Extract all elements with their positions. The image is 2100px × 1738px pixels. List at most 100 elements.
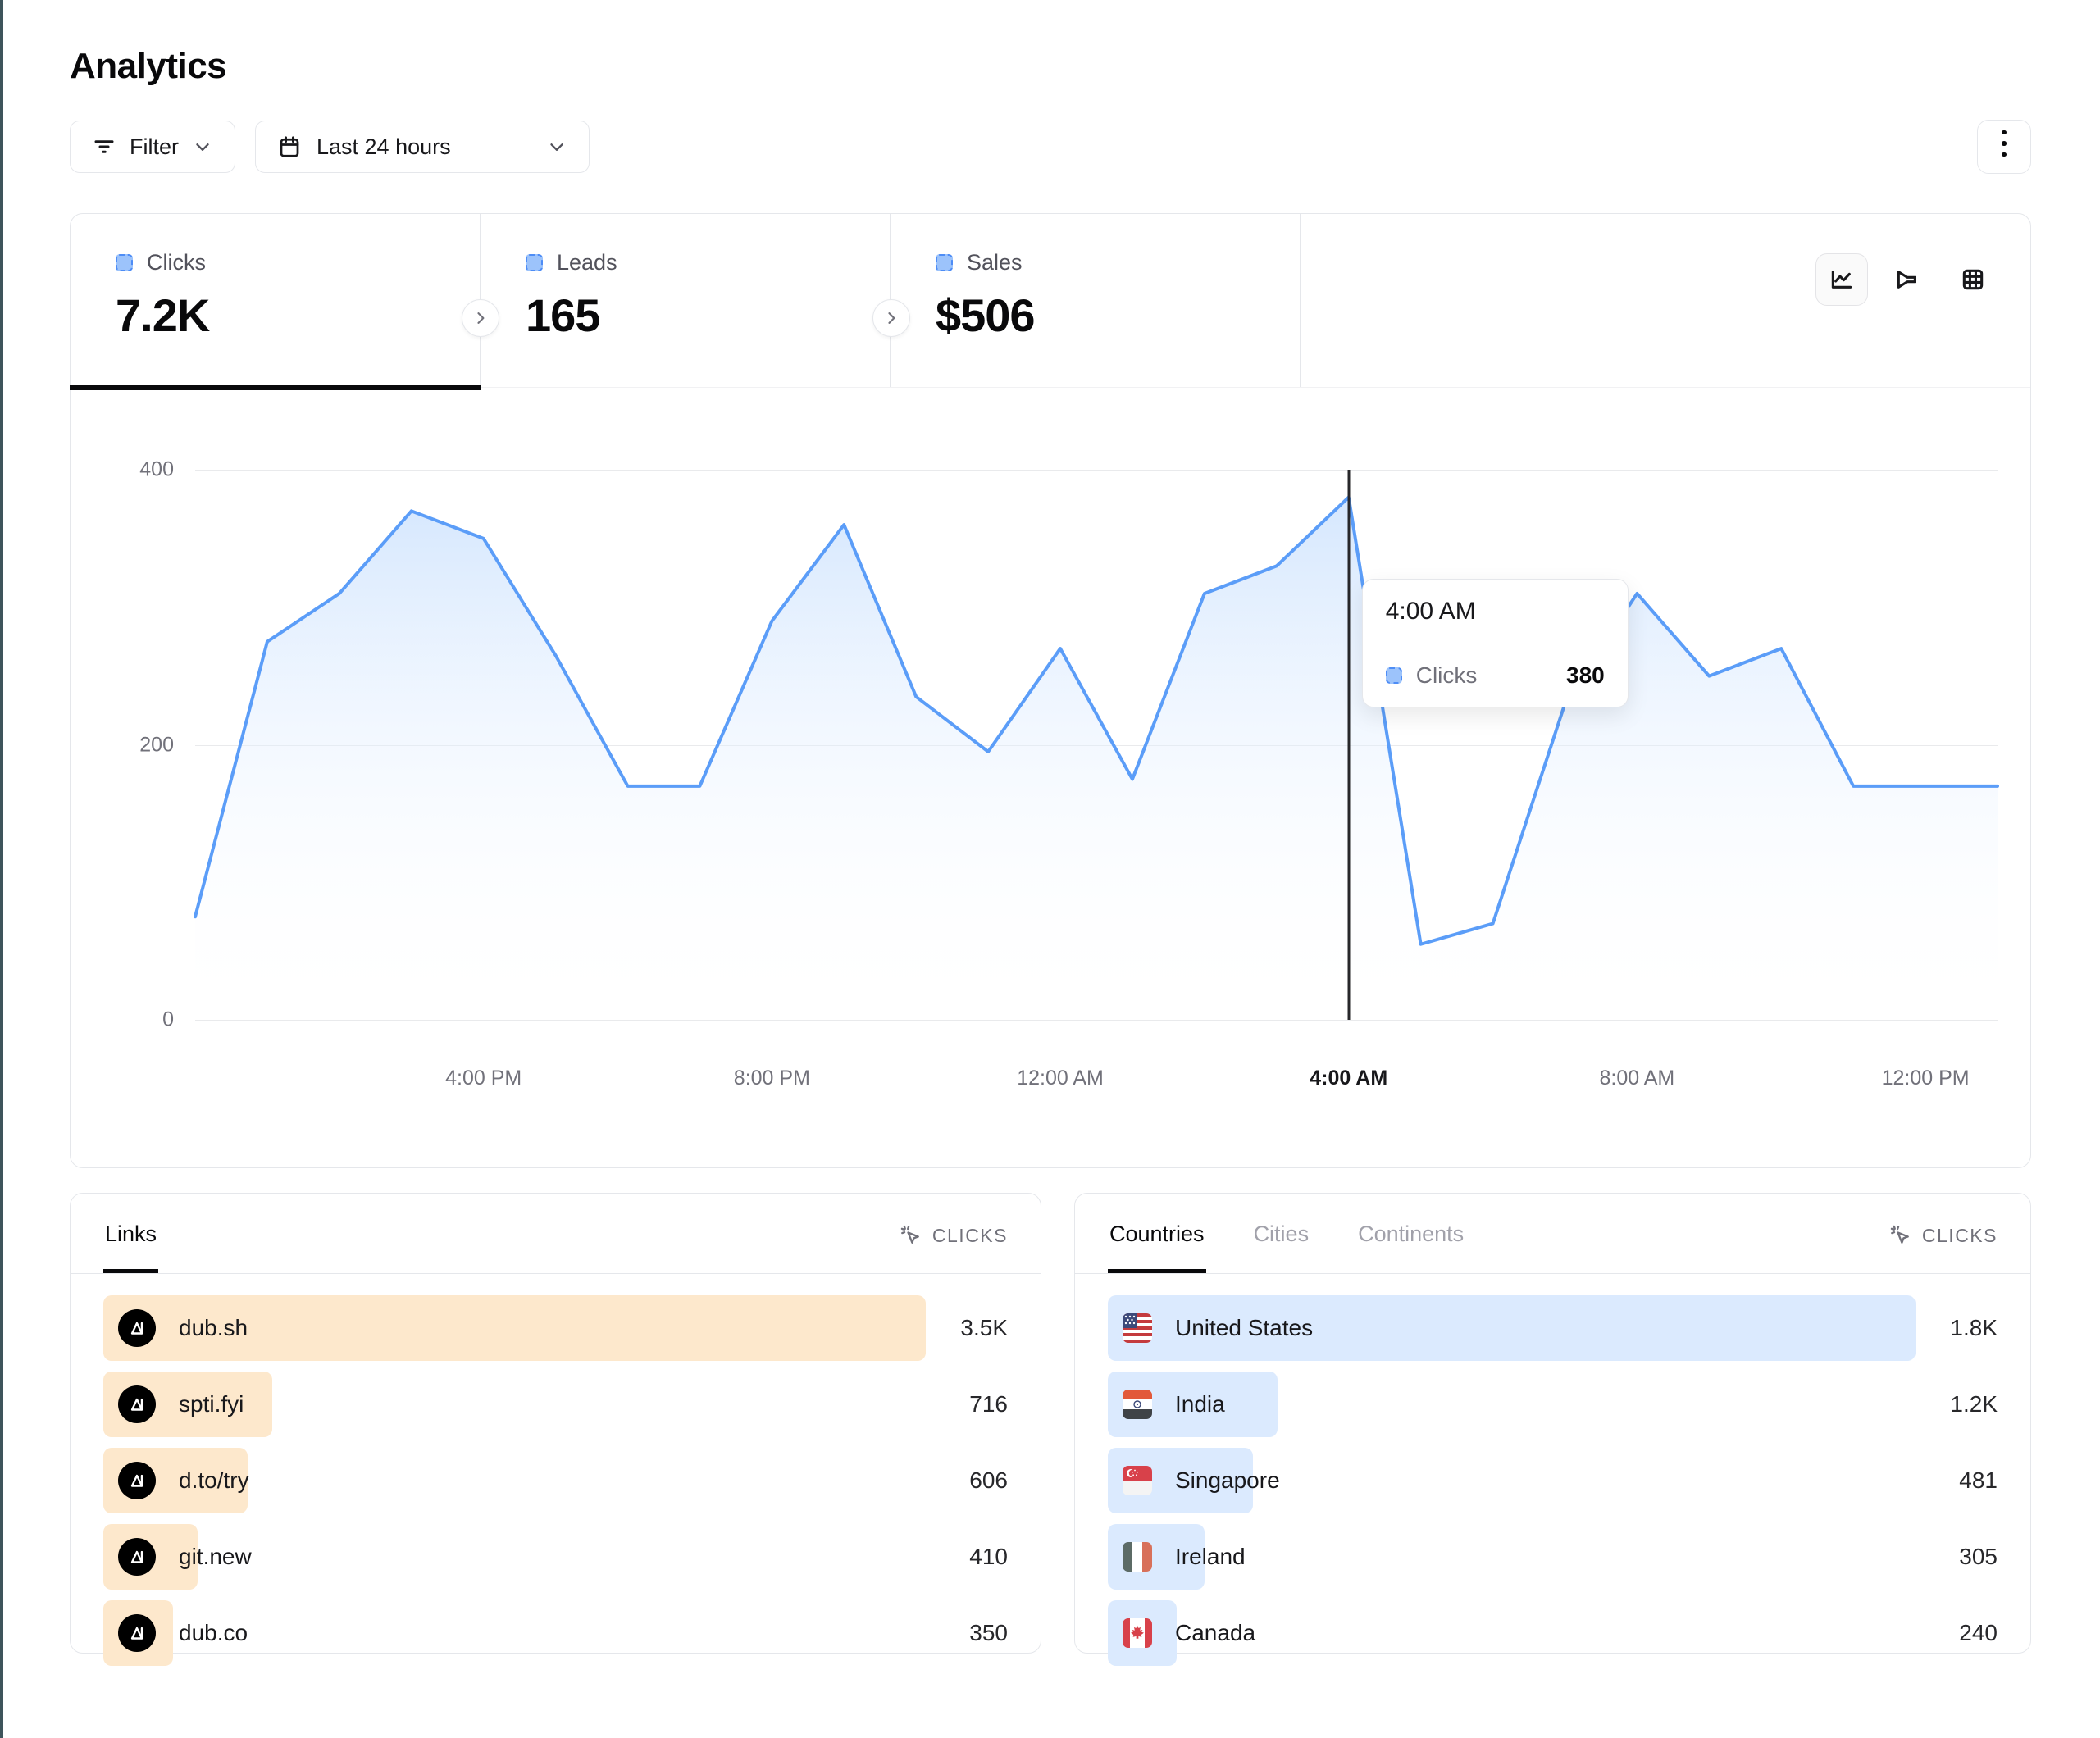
links-panel: Links CLICKS dub.sh 3.5K spti.fyi 716 d.to/t… [70, 1193, 1041, 1666]
filter-button[interactable]: Filter [70, 121, 235, 173]
x-tick-label: 8:00 AM [1599, 1067, 1675, 1090]
chart-plot [195, 470, 1998, 1020]
row-label: Ireland [1175, 1544, 1246, 1569]
toolbar: Filter Last 24 hours [70, 120, 2031, 174]
dub-logo-icon [118, 1385, 156, 1423]
link-row[interactable]: git.new 410 [103, 1524, 1008, 1590]
value-bar [1108, 1295, 1916, 1361]
leads-legend-swatch [526, 254, 543, 271]
table-view-button[interactable] [1947, 253, 1999, 306]
chevron-down-icon [192, 136, 213, 157]
y-tick-label: 0 [162, 1008, 174, 1031]
link-row[interactable]: spti.fyi 716 [103, 1372, 1008, 1437]
countries-list: United States 1.8K India 1.2K Singapore 481 Ir… [1075, 1274, 2030, 1666]
country-row[interactable]: Ireland 305 [1108, 1524, 1998, 1590]
country-row[interactable]: United States 1.8K [1108, 1295, 1998, 1361]
stat-label: Leads [557, 250, 617, 275]
links-list: dub.sh 3.5K spti.fyi 716 d.to/try 606 git.new 4… [71, 1274, 1041, 1666]
stat-value: $506 [936, 289, 1036, 341]
x-tick-label: 12:00 AM [1017, 1067, 1104, 1090]
hover-crosshair [1347, 470, 1351, 1020]
chevron-down-icon [546, 136, 567, 157]
tab-cities[interactable]: Cities [1253, 1222, 1310, 1246]
row-value: 3.5K [960, 1315, 1008, 1340]
row-value: 240 [1959, 1620, 1998, 1645]
y-tick-label: 400 [139, 457, 174, 481]
row-label: d.to/try [179, 1467, 249, 1493]
tab-leads[interactable]: Leads 165 [481, 214, 891, 387]
chevron-right-icon [883, 310, 900, 326]
stat-value: 7.2K [116, 289, 210, 341]
value-bar [103, 1295, 926, 1361]
table-grid-icon [1960, 266, 1986, 293]
stat-label: Sales [967, 250, 1023, 275]
stat-label: Clicks [147, 250, 206, 275]
x-tick-label: 4:00 AM [1310, 1067, 1388, 1090]
link-row[interactable]: dub.sh 3.5K [103, 1295, 1008, 1361]
link-row[interactable]: d.to/try 606 [103, 1448, 1008, 1513]
x-tick-label: 4:00 PM [445, 1067, 522, 1090]
y-tick-label: 200 [139, 733, 174, 756]
row-value: 1.8K [1950, 1315, 1998, 1340]
stats-tabs: Clicks 7.2K Leads 165 Sales $506 [70, 214, 2030, 390]
tab-countries[interactable]: Countries [1108, 1197, 1206, 1273]
dub-logo-icon [118, 1614, 156, 1652]
analytics-chart-card: Clicks 7.2K Leads 165 Sales $506 [70, 213, 2031, 1168]
tooltip-time: 4:00 AM [1362, 580, 1628, 644]
row-value: 606 [969, 1467, 1008, 1493]
row-label: spti.fyi [179, 1391, 244, 1417]
date-range-label: Last 24 hours [317, 134, 451, 159]
countries-metric-selector[interactable]: CLICKS [1889, 1224, 1998, 1273]
row-value: 350 [969, 1620, 1008, 1645]
countries-tabs: Countries Cities Continents [1108, 1197, 1465, 1273]
links-metric-label: CLICKS [932, 1224, 1008, 1246]
countries-panel: Countries Cities Continents CLICKS United … [1074, 1193, 2031, 1666]
links-metric-selector[interactable]: CLICKS [900, 1224, 1008, 1273]
line-chart-view-button[interactable] [1815, 253, 1868, 306]
ireland-flag-icon [1123, 1542, 1152, 1572]
row-value: 410 [969, 1544, 1008, 1569]
more-options-button[interactable] [1977, 120, 2031, 174]
breakdown-panels: Links CLICKS dub.sh 3.5K spti.fyi 716 d.to/t… [70, 1193, 2031, 1666]
tooltip-legend-swatch [1385, 667, 1402, 684]
tab-continents[interactable]: Continents [1358, 1222, 1465, 1246]
singapore-flag-icon [1123, 1466, 1152, 1495]
row-label: dub.co [179, 1620, 248, 1645]
next-stat-button[interactable] [462, 299, 499, 337]
clicks-timeseries-chart[interactable]: 0 200 400 4:00 AM Clicks 380 [139, 458, 1998, 1031]
row-value: 481 [1959, 1467, 1998, 1493]
next-stat-button[interactable] [872, 299, 910, 337]
line-chart-icon [1829, 266, 1855, 293]
country-row[interactable]: Canada 240 [1108, 1600, 1998, 1666]
tooltip-value: 380 [1566, 662, 1605, 688]
left-edge-strip [0, 0, 3, 1738]
cursor-click-icon [1889, 1224, 1912, 1247]
tab-clicks[interactable]: Clicks 7.2K [70, 214, 481, 390]
stat-value: 165 [526, 289, 600, 341]
chart-type-switcher [1815, 253, 1999, 306]
page-title: Analytics [70, 46, 227, 86]
row-label: dub.sh [179, 1315, 248, 1340]
link-row[interactable]: dub.co 350 [103, 1600, 1008, 1666]
dub-logo-icon [118, 1462, 156, 1499]
date-range-button[interactable]: Last 24 hours [255, 121, 590, 173]
tab-links[interactable]: Links [103, 1197, 159, 1273]
countries-metric-label: CLICKS [1921, 1224, 1998, 1246]
row-label: git.new [179, 1544, 252, 1569]
row-value: 1.2K [1950, 1391, 1998, 1417]
funnel-view-button[interactable] [1881, 253, 1934, 306]
country-row[interactable]: Singapore 481 [1108, 1448, 1998, 1513]
dub-logo-icon [118, 1538, 156, 1576]
row-label: Canada [1175, 1620, 1256, 1645]
india-flag-icon [1123, 1390, 1152, 1419]
x-tick-label: 12:00 PM [1881, 1067, 1970, 1090]
dub-logo-icon [118, 1309, 156, 1347]
area-fill [195, 497, 1998, 1020]
x-tick-label: 8:00 PM [733, 1067, 810, 1090]
canada-flag-icon [1123, 1618, 1152, 1648]
row-value: 305 [1959, 1544, 1998, 1569]
tab-sales[interactable]: Sales $506 [891, 214, 1301, 387]
row-label: Singapore [1175, 1467, 1280, 1493]
country-row[interactable]: India 1.2K [1108, 1372, 1998, 1437]
